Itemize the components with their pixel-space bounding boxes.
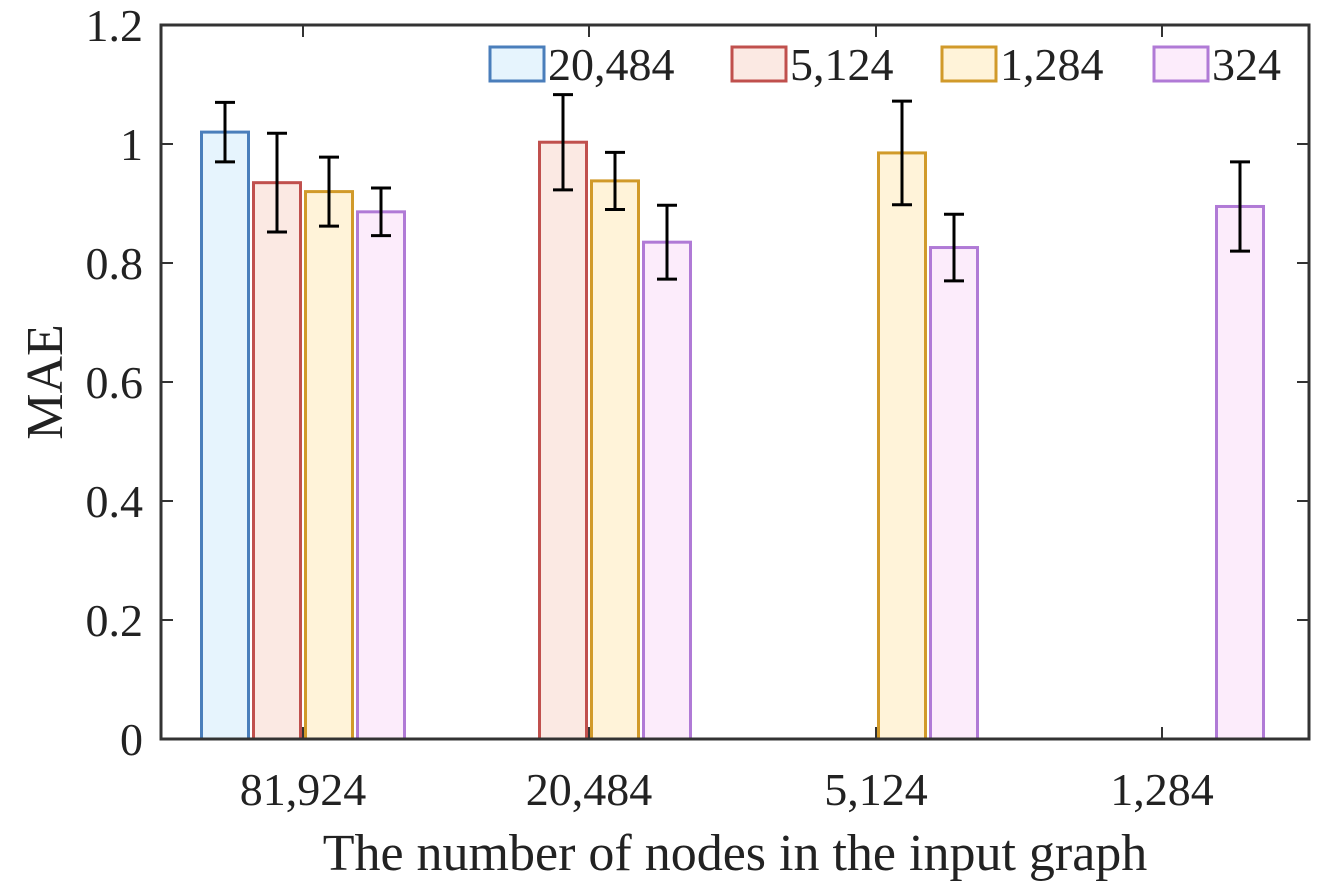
bar	[929, 246, 979, 741]
bars	[200, 130, 1265, 741]
legend-swatch	[1152, 45, 1210, 83]
y-tick-label: 0	[120, 714, 143, 765]
bar	[1215, 204, 1265, 741]
y-axis-label: MAE	[17, 324, 74, 440]
bar	[538, 140, 588, 741]
bar	[590, 179, 640, 741]
legend-label: 5,124	[790, 39, 894, 90]
y-tick-label: 0.4	[86, 476, 144, 527]
legend-label: 1,284	[1000, 39, 1104, 90]
y-tick-label: 0.6	[86, 357, 144, 408]
y-tick-label: 1	[120, 119, 143, 170]
x-tick-label: 81,924	[240, 764, 367, 815]
x-tick-labels: 81,924 20,484 5,124 1,284	[240, 764, 1214, 815]
bar	[642, 240, 692, 741]
legend-label: 324	[1212, 39, 1281, 90]
x-tick-label: 1,284	[1110, 764, 1214, 815]
x-tick-label: 5,124	[824, 764, 928, 815]
error-bars	[215, 93, 1250, 283]
x-axis-label: The number of nodes in the input graph	[323, 825, 1148, 882]
bar	[877, 151, 927, 741]
plot-frame	[159, 23, 1311, 741]
legend-swatch	[488, 45, 546, 83]
legend-swatch	[730, 45, 788, 83]
bar	[252, 181, 302, 741]
legend-swatch	[940, 45, 998, 83]
x-tick-label: 20,484	[526, 764, 653, 815]
y-tick-label: 1.2	[86, 0, 144, 51]
legend: 20,484 5,124 1,284 324	[488, 39, 1281, 90]
y-tick-label: 0.2	[86, 595, 144, 646]
bar	[200, 130, 250, 741]
legend-label: 20,484	[548, 39, 675, 90]
y-tick-labels: 0 0.2 0.4 0.6 0.8 1 1.2	[86, 0, 144, 765]
bar	[356, 210, 406, 741]
y-tick-label: 0.8	[86, 238, 144, 289]
bar	[304, 190, 354, 741]
